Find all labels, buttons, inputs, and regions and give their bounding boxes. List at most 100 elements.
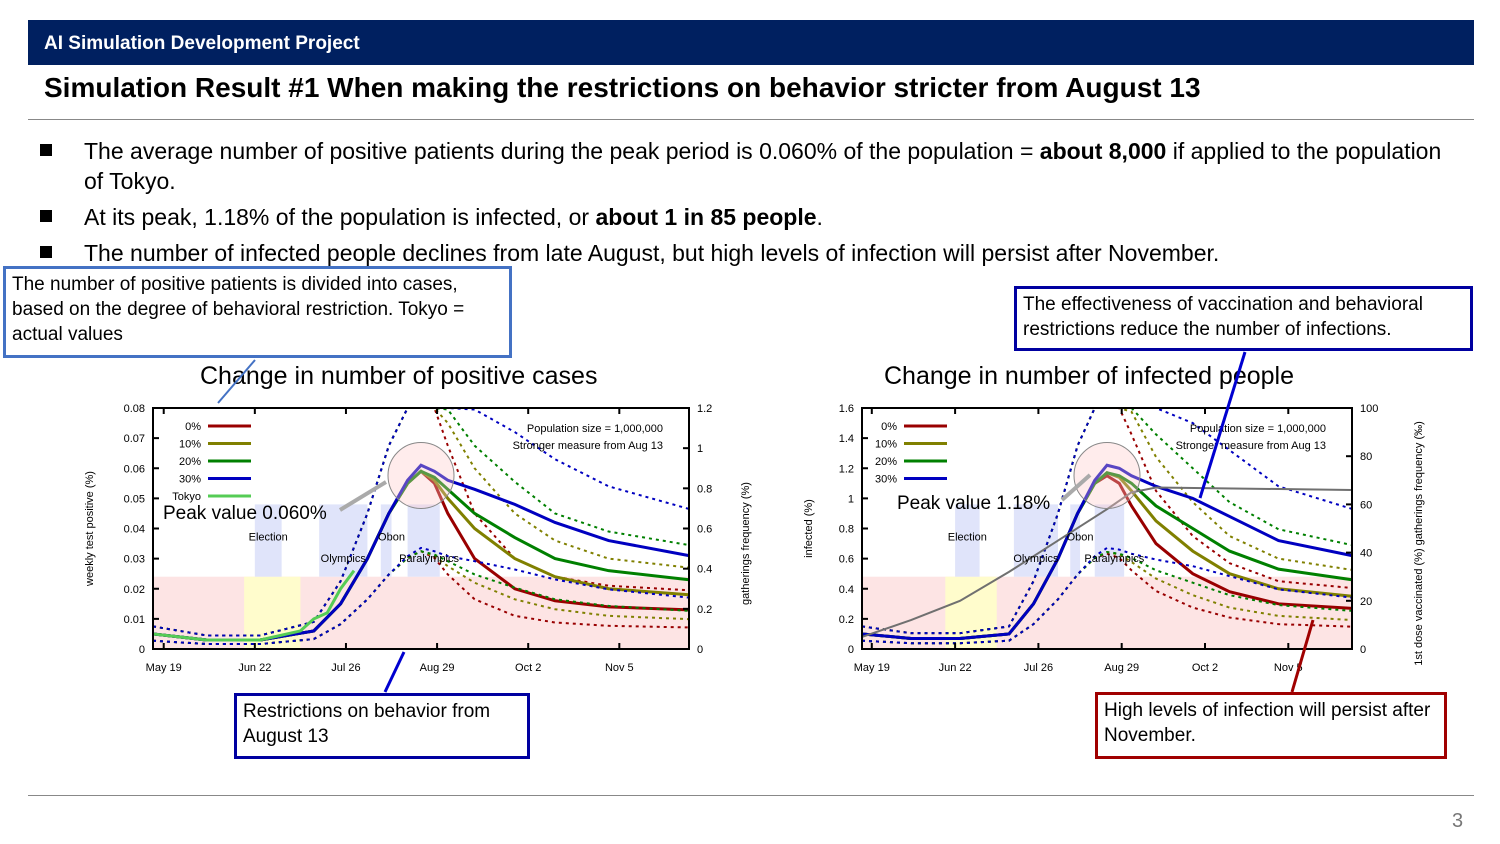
y2-tick-label: 80 xyxy=(1360,451,1372,463)
y-tick-label: 0.07 xyxy=(124,433,145,445)
callout-arrow-icon xyxy=(1290,619,1315,693)
bullet-emphasis: about 1 in 85 people xyxy=(595,204,817,230)
legend-label: 0% xyxy=(185,421,201,433)
y2-tick-label: 0.8 xyxy=(697,483,712,495)
x-tick-label: Aug 29 xyxy=(420,662,455,674)
y-tick-label: 1 xyxy=(848,493,854,505)
bullet-emphasis: about 8,000 xyxy=(1039,138,1167,164)
series-lower-bound xyxy=(861,546,1353,645)
callout-vaccine-note: The effectiveness of vaccination and beh… xyxy=(1014,286,1473,351)
y2-tick-label: 1.2 xyxy=(697,403,712,415)
event-band xyxy=(319,504,368,577)
bullet-item: At its peak, 1.18% of the population is … xyxy=(38,202,1458,232)
legend-label: 30% xyxy=(179,474,201,486)
peak-arrow-icon xyxy=(338,480,388,512)
bullet-text: . xyxy=(816,204,823,230)
event-band xyxy=(1013,504,1058,577)
event-label: Election xyxy=(948,532,987,544)
y2-axis-label: 1st dose vaccinated (%) gatherings frequ… xyxy=(1413,421,1425,666)
bullet-item: The average number of positive patients … xyxy=(38,136,1458,196)
legend-label: 0% xyxy=(881,421,897,433)
title-divider xyxy=(28,119,1474,120)
y-tick-label: 0.08 xyxy=(124,403,145,415)
legend-label: Tokyo xyxy=(172,491,201,503)
bullet-square-icon xyxy=(40,210,52,222)
page-number: 3 xyxy=(1452,810,1464,832)
chart-1 xyxy=(861,407,1353,650)
y2-tick-label: 0 xyxy=(697,644,703,656)
x-tick-label: May 19 xyxy=(146,662,182,674)
y-tick-label: 1.2 xyxy=(839,463,854,475)
x-tick-label: Aug 29 xyxy=(1104,662,1139,674)
event-band xyxy=(1094,504,1125,577)
event-label: Obon xyxy=(378,532,405,544)
series-line-30 xyxy=(861,463,1353,640)
y2-tick-label: 40 xyxy=(1360,548,1372,560)
bullet-square-icon xyxy=(40,144,52,156)
restriction-background xyxy=(153,576,689,649)
y2-tick-label: 20 xyxy=(1360,596,1372,608)
bullet-text: if applied to the population of Tokyo. xyxy=(84,138,1442,194)
x-tick-label: Jul 26 xyxy=(1024,662,1053,674)
event-band xyxy=(955,504,980,577)
y2-tick-label: 100 xyxy=(1360,403,1378,415)
chart-annotation: Stronger measure from Aug 13 xyxy=(1176,440,1326,452)
event-label: Obon xyxy=(1067,532,1094,544)
y-tick-label: 0.4 xyxy=(839,584,854,596)
y2-tick-label: 0.2 xyxy=(697,604,712,616)
series-lower-bound xyxy=(152,546,690,646)
chart-annotation: Population size = 1,000,000 xyxy=(527,423,663,435)
y-tick-label: 0.02 xyxy=(124,584,145,596)
chart-0 xyxy=(152,407,690,650)
event-label: Paralympics xyxy=(1084,553,1144,565)
callout-cases-note: The number of positive patients is divid… xyxy=(3,266,512,358)
bullet-text: At its peak, 1.18% of the population is … xyxy=(84,204,596,230)
peak-highlight-circle xyxy=(387,441,455,509)
x-tick-label: Oct 2 xyxy=(515,662,541,674)
chart-annotation: Population size = 1,000,000 xyxy=(1190,423,1326,435)
y-tick-label: 0 xyxy=(139,644,145,656)
series-lower-bound xyxy=(861,551,1353,645)
chart-title-positive: Change in number of positive cases xyxy=(200,362,598,390)
event-label: Election xyxy=(249,532,288,544)
y-tick-label: 0.01 xyxy=(124,614,145,626)
bullet-item: The number of infected people declines f… xyxy=(38,238,1458,268)
y2-tick-label: 0 xyxy=(1360,644,1366,656)
series-upper-bound xyxy=(152,407,690,637)
chart-title-infected: Change in number of infected people xyxy=(884,362,1295,390)
legend-label: 20% xyxy=(875,456,897,468)
y2-tick-label: 0.6 xyxy=(697,524,712,536)
header-bar: AI Simulation Development Project xyxy=(28,20,1474,65)
x-tick-label: Nov 5 xyxy=(1274,662,1303,674)
series-upper-bound xyxy=(861,407,1353,635)
y-tick-label: 0.05 xyxy=(124,493,145,505)
y-tick-label: 0.8 xyxy=(839,524,854,536)
event-label: Olympics xyxy=(321,553,367,565)
bullet-text: The number of infected people declines f… xyxy=(84,240,1220,266)
peak-value-label: Peak value 1.18% xyxy=(897,493,1050,514)
x-tick-label: Nov 5 xyxy=(605,662,634,674)
callout-arrow-icon xyxy=(217,359,256,404)
callout-arrow-icon xyxy=(383,651,406,693)
legend-label: 10% xyxy=(875,439,897,451)
callout-persist-note: High levels of infection will persist af… xyxy=(1095,692,1447,759)
peak-value-label: Peak value 0.060% xyxy=(163,503,327,524)
project-name: AI Simulation Development Project xyxy=(44,33,360,54)
x-tick-label: May 19 xyxy=(854,662,890,674)
restriction-background xyxy=(862,576,1352,649)
y2-axis-label: gatherings frequency (%) xyxy=(740,482,752,605)
x-tick-label: Jul 26 xyxy=(331,662,360,674)
event-label: Olympics xyxy=(1013,553,1059,565)
x-tick-label: Oct 2 xyxy=(1192,662,1218,674)
legend-label: 20% xyxy=(179,456,201,468)
bullet-list: The average number of positive patients … xyxy=(38,136,1458,274)
y-axis-label: infected (%) xyxy=(803,499,815,558)
y2-tick-label: 0.4 xyxy=(697,564,712,576)
bullet-square-icon xyxy=(40,246,52,258)
y-tick-label: 1.4 xyxy=(839,433,854,445)
y-tick-label: 0.03 xyxy=(124,554,145,566)
callout-restriction-note: Restrictions on behavior from August 13 xyxy=(234,693,530,759)
y-tick-label: 0 xyxy=(848,644,854,656)
y-axis-label: weekly test positive (%) xyxy=(84,471,96,587)
